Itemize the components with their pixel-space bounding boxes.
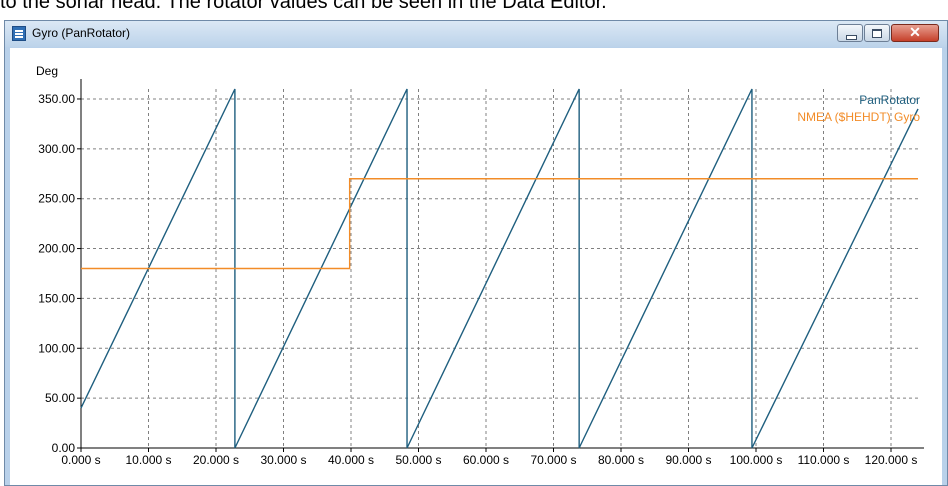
y-tick-label: 200.00 [38,242,75,256]
window-title: Gyro (PanRotator) [32,26,131,40]
app-icon [12,26,26,41]
x-tick-label: 60.000 s [463,453,509,467]
close-button[interactable]: ✕ [891,24,939,42]
x-tick-label: 40.000 s [328,453,374,467]
y-axis-label: Deg [36,64,58,78]
x-tick-label: 50.000 s [395,453,441,467]
y-tick-label: 150.00 [38,291,75,305]
y-tick-label: 50.00 [45,391,75,405]
y-tick-label: 0.00 [52,441,76,455]
x-tick-label: 30.000 s [260,453,306,467]
close-icon: ✕ [909,24,921,40]
y-tick-label: 300.00 [38,142,75,156]
chart-svg: 0.00 50.00 100.00 150.00 200.00 250.00 300.00 3… [36,64,924,467]
x-tick-label: 70.000 s [530,453,576,467]
x-tick-label: 90.000 s [665,453,711,467]
maximize-button[interactable] [864,24,890,42]
x-tick-label: 0.000 s [61,453,100,467]
x-tick-label: 110.000 s [798,453,850,467]
x-tick-label: 120.000 s [865,453,918,467]
document-text: to the sonar head. The rotator values ca… [0,0,607,13]
title-bar[interactable]: Gyro (PanRotator) ✕ [5,21,947,47]
x-tick-label: 100.000 s [730,453,783,467]
chart-window: Gyro (PanRotator) ✕ 0.00 50.00 100.00 150.0… [4,20,948,486]
y-tick-label: 100.00 [38,341,75,355]
y-tick-label: 350.00 [38,92,75,106]
series-line [81,178,918,270]
minimize-button[interactable] [837,24,863,42]
x-tick-label: 20.000 s [193,453,239,467]
chart-area: 0.00 50.00 100.00 150.00 200.00 250.00 300.00 3… [10,48,942,485]
y-tick-label: 250.00 [38,192,75,206]
x-tick-label: 80.000 s [598,453,644,467]
legend-entry: PanRotator [859,93,920,107]
x-tick-label: 10.000 s [125,453,171,467]
legend-entry: NMEA ($HEHDT) Gyro [797,110,920,124]
